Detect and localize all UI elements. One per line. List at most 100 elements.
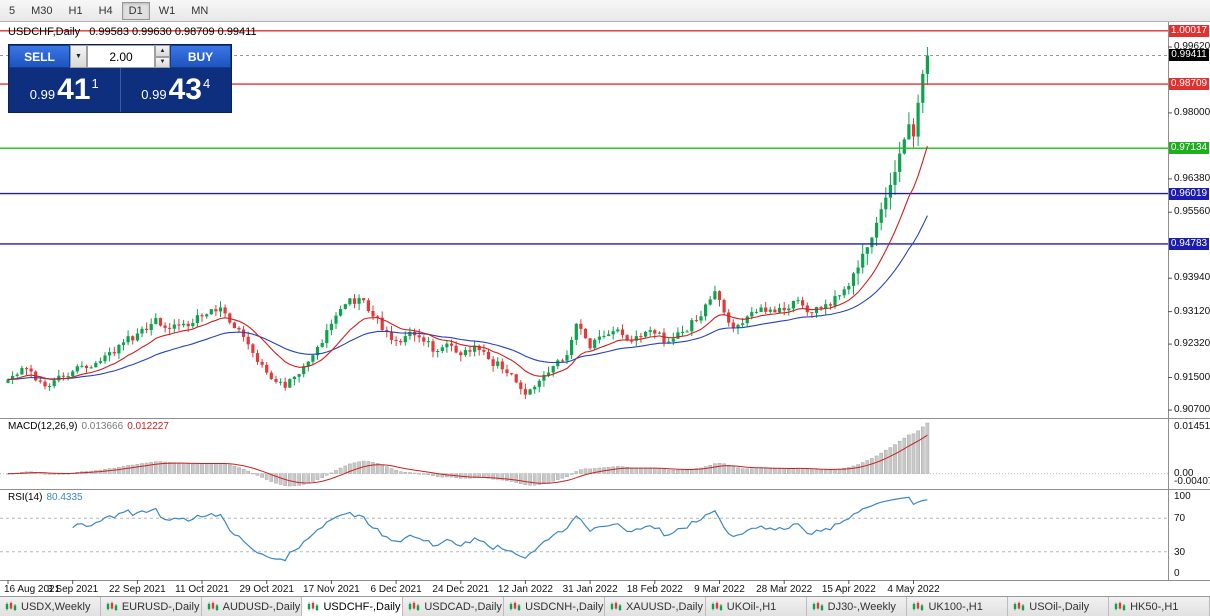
sell-price-prefix: 0.99 xyxy=(29,87,56,102)
trade-prices-row: 0.99 41 1 0.99 43 4 xyxy=(9,68,231,112)
date-axis-label: 31 Jan 2022 xyxy=(562,584,618,595)
sell-price-big: 41 xyxy=(57,73,91,106)
mini-chart-icon xyxy=(207,601,218,611)
timeframe-button-d1[interactable]: D1 xyxy=(121,1,150,20)
chart-tabs: USDX,Weekly EURUSD-,Daily AUDUSD-,Daily USD… xyxy=(0,596,1210,616)
tab-label: AUDUSD-,Daily xyxy=(222,600,301,613)
chart-tab-xauusd[interactable]: XAUUSD-,Daily xyxy=(604,597,706,616)
sell-price-display: 0.99 41 1 xyxy=(9,68,120,112)
rsi-axis-label: 0 xyxy=(1174,568,1180,579)
volume-stepper: ▲ ▼ xyxy=(155,45,170,68)
chart-tab-usdchf[interactable]: USDCHF-,Daily xyxy=(302,597,404,616)
tab-label: UK100-,H1 xyxy=(928,600,983,613)
timeframe-button-m30[interactable]: M30 xyxy=(24,2,59,20)
buy-price-display: 0.99 43 4 xyxy=(119,68,232,112)
chart-tab-usdx[interactable]: USDX,Weekly xyxy=(0,597,101,616)
ohlc-values: 0.99583 0.99630 0.98709 0.99411 xyxy=(89,26,257,38)
macd-main-value: 0.013666 xyxy=(81,421,124,432)
price-badge: 0.97134 xyxy=(1169,142,1209,155)
price-axis-tick: 0.95560 xyxy=(1174,206,1210,218)
price-badge: 0.96019 xyxy=(1169,187,1209,200)
price-badge: 1.00017 xyxy=(1169,24,1209,37)
date-axis-label: 12 Jan 2022 xyxy=(497,584,553,595)
mini-chart-icon xyxy=(610,601,622,611)
chart-canvas[interactable] xyxy=(0,22,1210,596)
price-badge: 0.99411 xyxy=(1169,49,1209,62)
chart-tab-ukoil[interactable]: UKOil-,H1 xyxy=(705,597,807,616)
mini-chart-icon xyxy=(711,601,722,611)
rsi-label: RSI(14) 80.4335 xyxy=(8,492,83,503)
chart-tab-uk100[interactable]: UK100-,H1 xyxy=(907,597,1009,616)
chart-tab-usdcad[interactable]: USDCAD-,Daily xyxy=(403,597,505,616)
timeframe-button-h4[interactable]: H4 xyxy=(92,2,120,20)
price-axis-tick: 0.93940 xyxy=(1174,272,1210,284)
buy-price-pip: 4 xyxy=(202,76,211,91)
date-axis-label: 17 Nov 2021 xyxy=(303,584,360,595)
tab-label: USDCHF-,Daily xyxy=(323,600,401,613)
volume-up-button[interactable]: ▲ xyxy=(155,45,170,57)
chart-title: USDCHF,Daily 0.99583 0.99630 0.98709 0.9… xyxy=(8,26,257,38)
macd-axis-bottom-label: -0.004071 xyxy=(1174,476,1210,487)
date-axis-label: 16 Aug 2021 xyxy=(4,584,61,595)
chart-tab-dj30[interactable]: DJ30-,Weekly xyxy=(806,597,908,616)
timeframe-button-w1[interactable]: W1 xyxy=(152,2,183,20)
macd-signal-line xyxy=(8,434,928,484)
price-axis-tick: 0.91500 xyxy=(1174,371,1210,383)
price-axis-tick: 0.90700 xyxy=(1174,404,1210,416)
tab-label: UKOil-,H1 xyxy=(726,600,777,613)
date-axis-label: 22 Sep 2021 xyxy=(109,584,166,595)
price-badge: 0.98709 xyxy=(1169,78,1209,91)
mini-chart-icon xyxy=(308,601,319,611)
volume-input[interactable] xyxy=(87,45,155,68)
volume-dropdown-button[interactable]: ▼ xyxy=(70,45,87,68)
mini-chart-icon xyxy=(1114,601,1126,611)
candlesticks[interactable] xyxy=(6,47,929,399)
chart-tab-usdcnh[interactable]: USDCNH-,Daily xyxy=(504,597,605,616)
timeframe-button-5[interactable]: 5 xyxy=(2,2,22,20)
sell-button[interactable]: SELL xyxy=(9,45,70,68)
price-axis-tick: 0.92320 xyxy=(1174,338,1210,350)
chart-tab-eurusd[interactable]: EURUSD-,Daily xyxy=(100,597,202,616)
timeframe-button-h1[interactable]: H1 xyxy=(62,2,90,20)
rsi-axis-label: 70 xyxy=(1174,513,1186,525)
tab-label: USDX,Weekly xyxy=(21,600,91,613)
mini-chart-icon xyxy=(5,601,17,611)
tab-label: XAUUSD-,Daily xyxy=(625,600,703,613)
macd-signal-value: 0.012227 xyxy=(127,421,169,432)
date-axis-label: 3 Sep 2021 xyxy=(47,584,99,595)
mini-chart-icon xyxy=(409,601,420,611)
tab-label: USDCAD-,Daily xyxy=(424,600,502,613)
mini-chart-icon xyxy=(1014,601,1025,611)
mini-chart-icon xyxy=(812,601,823,611)
date-axis-label: 15 Apr 2022 xyxy=(821,584,876,595)
tab-label: USDCNH-,Daily xyxy=(525,600,604,613)
mini-chart-icon xyxy=(913,601,924,611)
timeframe-toolbar: 5 M30 H1 H4 D1 W1 MN xyxy=(0,0,1210,22)
date-axis-label: 24 Dec 2021 xyxy=(432,584,490,595)
date-axis-label: 28 Mar 2022 xyxy=(756,584,813,595)
tab-label: HK50-,H1 xyxy=(1130,600,1179,613)
chart-tab-usoil[interactable]: USOil-,Daily xyxy=(1008,597,1110,616)
macd-axis-top-label: 0.01451 xyxy=(1174,421,1210,432)
price-axis-tick: 0.99620 xyxy=(1174,40,1210,52)
date-axis-label: 6 Dec 2021 xyxy=(370,584,422,595)
ma-fast-line xyxy=(7,145,928,381)
price-badge: 0.94783 xyxy=(1169,237,1209,250)
buy-price-big: 43 xyxy=(168,73,202,106)
rsi-axis-label: 100 xyxy=(1174,491,1191,502)
macd-axis-zero-label: 0.00 xyxy=(1174,467,1194,479)
timeframe-button-mn[interactable]: MN xyxy=(184,2,215,20)
volume-down-button[interactable]: ▼ xyxy=(155,56,170,68)
tab-label: USOil-,Daily xyxy=(1029,600,1090,613)
mini-chart-icon xyxy=(509,601,521,611)
rsi-name: RSI(14) xyxy=(8,492,43,503)
price-axis-tick: 0.98000 xyxy=(1174,106,1210,118)
tab-label: EURUSD-,Daily xyxy=(121,600,200,613)
date-axis-label: 29 Oct 2021 xyxy=(239,584,294,595)
macd-label: MACD(12,26,9) 0.013666 0.012227 xyxy=(8,421,169,432)
chart-tab-hk50[interactable]: HK50-,H1 xyxy=(1109,597,1210,616)
buy-button[interactable]: BUY xyxy=(170,45,231,68)
chart-tab-audusd[interactable]: AUDUSD-,Daily xyxy=(201,597,303,616)
rsi-axis-label: 30 xyxy=(1174,546,1186,558)
